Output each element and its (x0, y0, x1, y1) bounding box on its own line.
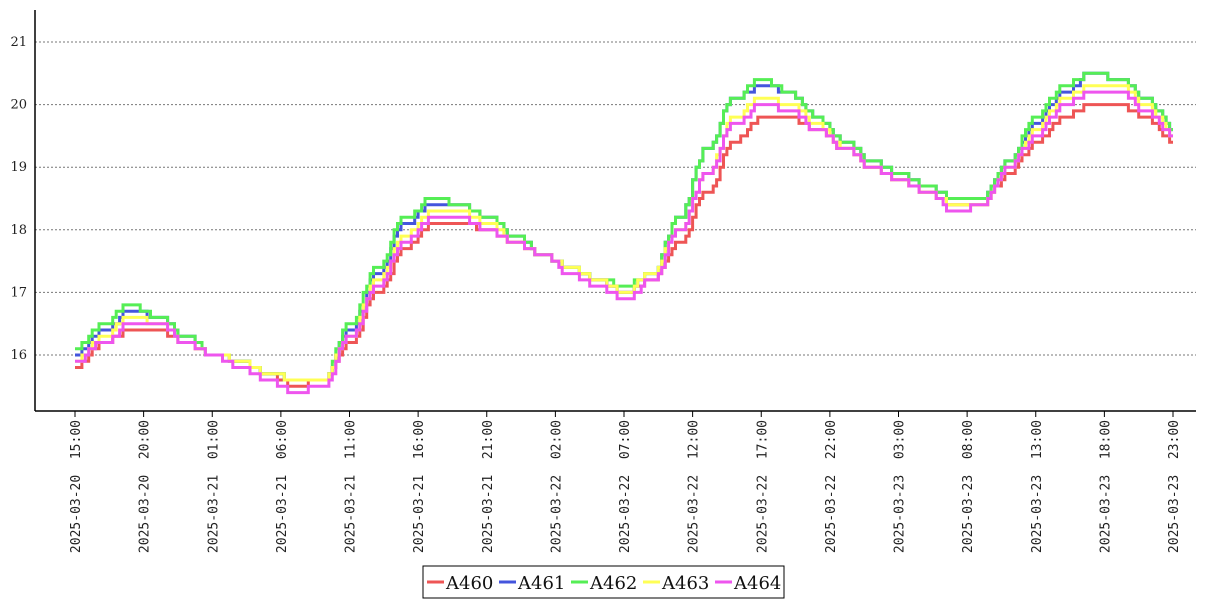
x-tick-label: 2025-03-20 20:00 (138, 420, 153, 553)
x-tick-label: 2025-03-20 15:00 (69, 420, 84, 553)
axes (34, 10, 1196, 412)
legend-label: A463 (661, 573, 709, 594)
legend-label: A461 (517, 573, 565, 594)
x-tick-label: 2025-03-22 02:00 (549, 420, 564, 553)
series-line-a461 (75, 71, 1173, 382)
y-tick-label: 21 (10, 35, 27, 50)
x-tick-label: 2025-03-21 21:00 (481, 420, 496, 553)
x-tick-label: 2025-03-21 11:00 (344, 420, 359, 553)
x-tick-label: 2025-03-22 07:00 (618, 420, 633, 553)
y-tick-label: 20 (10, 98, 27, 113)
y-tick-label: 19 (10, 160, 27, 175)
x-tick-label: 2025-03-22 12:00 (687, 420, 702, 553)
legend-label: A464 (733, 573, 781, 594)
gridlines (35, 41, 1196, 356)
x-tick-label: 2025-03-23 18:00 (1098, 420, 1113, 553)
x-tick-label: 2025-03-22 17:00 (755, 420, 770, 553)
x-tick-label: 2025-03-21 06:00 (275, 420, 290, 553)
x-tick-label: 2025-03-23 03:00 (893, 420, 908, 553)
x-tick-label: 2025-03-22 22:00 (824, 420, 839, 553)
y-tick-label: 17 (10, 285, 27, 300)
y-tick-label: 16 (10, 348, 27, 363)
legend-label: A462 (589, 573, 637, 594)
x-tick-label: 2025-03-23 23:00 (1167, 420, 1182, 553)
x-tick-label: 2025-03-21 01:00 (206, 420, 221, 553)
series-line-a464 (75, 90, 1173, 395)
x-tick-labels: 2025-03-20 15:00 2025-03-20 20:00 2025-03-… (69, 411, 1182, 553)
legend-label: A460 (445, 573, 493, 594)
legend: A460 A461 A462 A463 A464 (422, 565, 785, 599)
y-tick-label: 18 (10, 223, 27, 238)
series-lines (75, 71, 1173, 395)
series-line-a460 (75, 103, 1173, 388)
series-line-a462 (75, 71, 1173, 382)
x-tick-label: 2025-03-23 13:00 (1030, 420, 1045, 553)
x-tick-label: 2025-03-23 08:00 (961, 420, 976, 553)
series-line-a463 (75, 84, 1173, 382)
x-tick-label: 2025-03-21 16:00 (412, 420, 427, 553)
y-tick-labels: 16 17 18 19 20 21 (10, 35, 27, 363)
